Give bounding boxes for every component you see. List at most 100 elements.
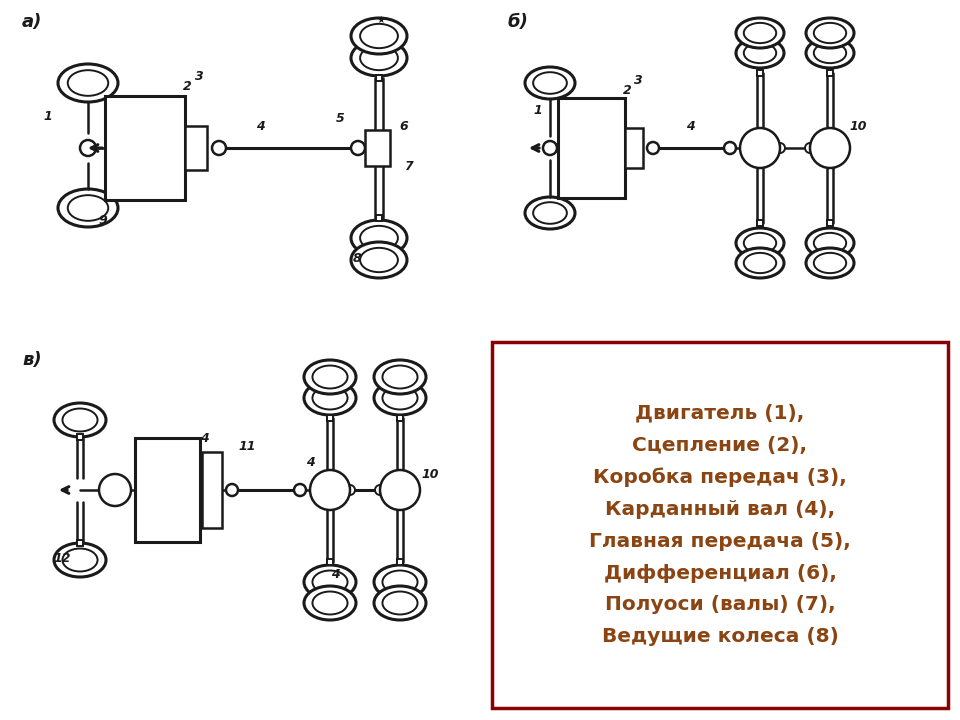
Circle shape: [99, 474, 131, 506]
Ellipse shape: [68, 195, 108, 221]
Circle shape: [351, 141, 365, 155]
Text: 3: 3: [634, 73, 642, 86]
Ellipse shape: [744, 233, 777, 253]
Circle shape: [647, 142, 659, 154]
Text: 10: 10: [421, 469, 439, 482]
Circle shape: [375, 485, 385, 495]
Ellipse shape: [736, 38, 784, 68]
Text: 4: 4: [255, 120, 264, 132]
Circle shape: [740, 128, 780, 168]
Ellipse shape: [312, 570, 348, 593]
Text: 7: 7: [403, 160, 413, 173]
Ellipse shape: [360, 226, 397, 250]
Bar: [77, 540, 83, 546]
Ellipse shape: [351, 220, 407, 256]
Ellipse shape: [312, 592, 348, 614]
Bar: [397, 559, 403, 565]
Bar: [135, 438, 200, 542]
Ellipse shape: [304, 360, 356, 394]
Ellipse shape: [736, 248, 784, 278]
Circle shape: [775, 143, 785, 153]
Ellipse shape: [351, 18, 407, 54]
Circle shape: [226, 484, 238, 496]
Text: 4: 4: [330, 569, 340, 582]
Ellipse shape: [806, 38, 854, 68]
Ellipse shape: [374, 565, 426, 599]
Text: 4: 4: [305, 456, 314, 469]
Ellipse shape: [304, 381, 356, 415]
Ellipse shape: [374, 586, 426, 620]
Ellipse shape: [312, 387, 348, 410]
Ellipse shape: [806, 228, 854, 258]
Bar: [376, 215, 382, 221]
Ellipse shape: [382, 387, 418, 410]
Ellipse shape: [360, 24, 397, 48]
Ellipse shape: [360, 46, 397, 70]
Bar: [397, 415, 403, 421]
Text: в): в): [22, 351, 41, 369]
Ellipse shape: [304, 586, 356, 620]
Text: б): б): [508, 13, 529, 31]
Ellipse shape: [744, 43, 777, 63]
Ellipse shape: [382, 570, 418, 593]
Ellipse shape: [744, 23, 777, 43]
Bar: [185, 126, 207, 170]
Bar: [77, 434, 83, 440]
Bar: [827, 220, 833, 226]
Ellipse shape: [814, 23, 846, 43]
Ellipse shape: [374, 360, 426, 394]
Ellipse shape: [525, 197, 575, 229]
Circle shape: [294, 484, 306, 496]
Ellipse shape: [533, 202, 566, 224]
Circle shape: [80, 140, 96, 156]
Bar: [327, 559, 333, 565]
Circle shape: [810, 128, 850, 168]
Ellipse shape: [351, 40, 407, 76]
Ellipse shape: [312, 366, 348, 389]
Bar: [757, 70, 763, 76]
Ellipse shape: [744, 253, 777, 273]
Ellipse shape: [533, 72, 566, 94]
Text: 2: 2: [182, 79, 191, 92]
Ellipse shape: [54, 543, 106, 577]
Ellipse shape: [806, 18, 854, 48]
Text: Двигатель (1),
Сцепление (2),
Коробка передач (3),
Карданный вал (4),
Главная пе: Двигатель (1), Сцепление (2), Коробка пе…: [589, 404, 851, 646]
Ellipse shape: [814, 43, 846, 63]
Text: 4: 4: [200, 431, 208, 444]
Text: 8: 8: [352, 251, 361, 264]
Text: 2: 2: [623, 84, 632, 96]
Text: ★: ★: [376, 15, 385, 25]
Bar: [376, 75, 382, 81]
Ellipse shape: [382, 592, 418, 614]
Text: 10: 10: [850, 120, 867, 132]
Ellipse shape: [814, 233, 846, 253]
Ellipse shape: [525, 67, 575, 99]
Circle shape: [543, 141, 557, 155]
Ellipse shape: [736, 228, 784, 258]
Text: 9: 9: [99, 214, 108, 227]
Circle shape: [310, 470, 350, 510]
Bar: [827, 70, 833, 76]
Ellipse shape: [68, 70, 108, 96]
Circle shape: [805, 143, 815, 153]
Ellipse shape: [374, 381, 426, 415]
Text: 4: 4: [685, 120, 694, 132]
Ellipse shape: [814, 253, 846, 273]
Text: 1: 1: [43, 109, 53, 122]
Bar: [365, 130, 390, 166]
Text: 5: 5: [336, 112, 345, 125]
Circle shape: [212, 141, 226, 155]
Bar: [492, 342, 948, 708]
Text: 1: 1: [534, 104, 542, 117]
Ellipse shape: [54, 403, 106, 437]
Text: 6: 6: [399, 120, 408, 132]
Bar: [757, 220, 763, 226]
Circle shape: [724, 142, 736, 154]
Bar: [327, 415, 333, 421]
Bar: [105, 96, 185, 200]
Ellipse shape: [736, 18, 784, 48]
Circle shape: [345, 485, 355, 495]
Ellipse shape: [62, 549, 98, 572]
Ellipse shape: [58, 189, 118, 227]
Text: а): а): [22, 13, 42, 31]
